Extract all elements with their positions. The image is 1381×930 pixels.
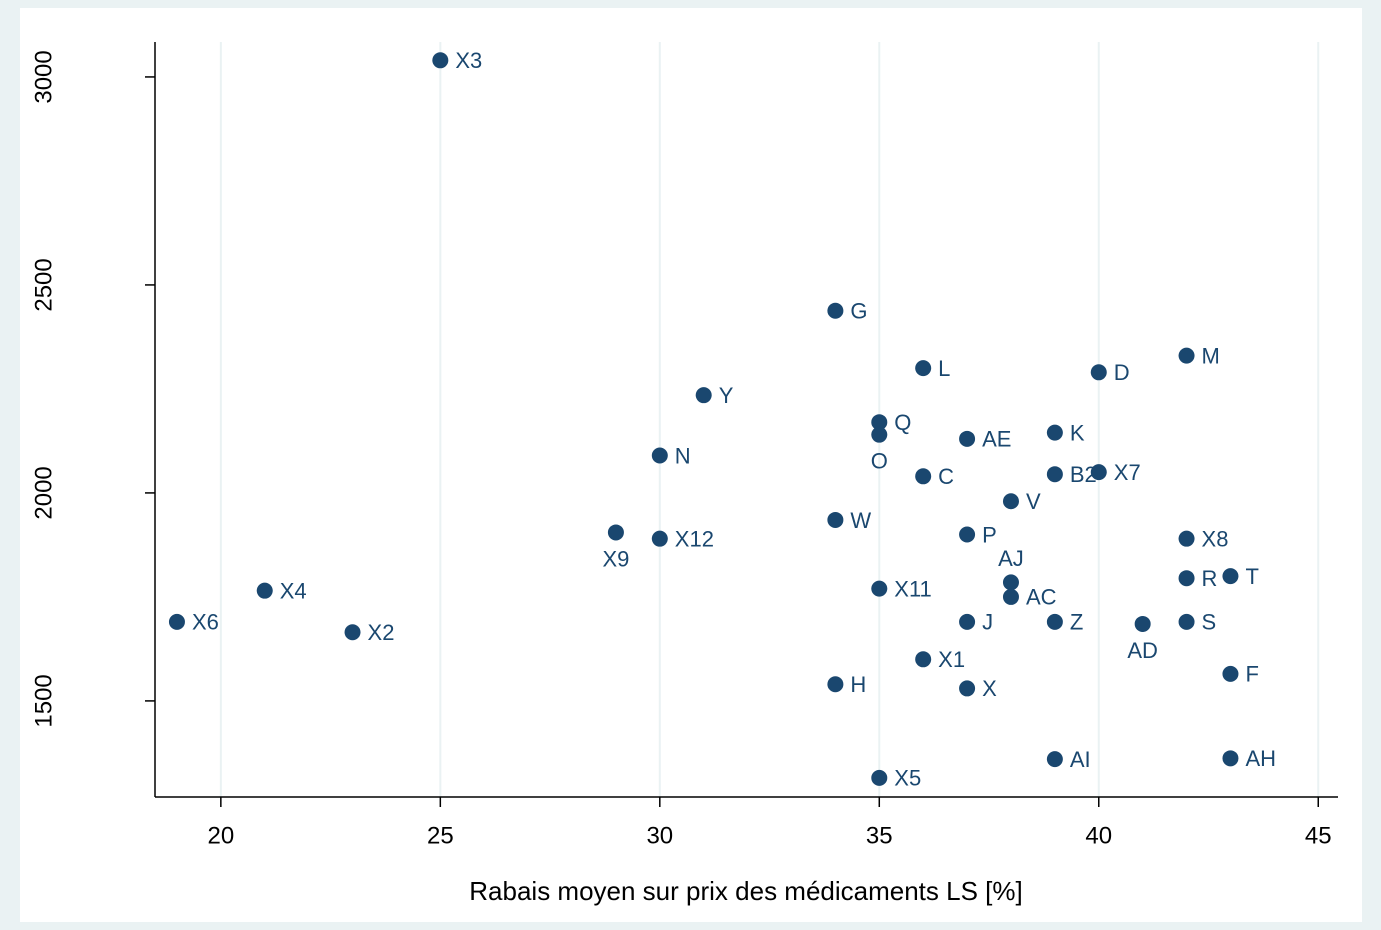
point-label: X8 [1202, 526, 1229, 551]
point [1046, 424, 1063, 441]
point [959, 430, 976, 447]
point-label: AJ [998, 546, 1024, 571]
point [959, 680, 976, 697]
point [871, 580, 888, 597]
point-label: F [1245, 662, 1258, 687]
point [1046, 751, 1063, 768]
point-label: X5 [894, 766, 921, 791]
point-label: AD [1127, 638, 1158, 663]
point-label: R [1202, 566, 1218, 591]
point-label: W [850, 508, 871, 533]
point [607, 524, 624, 541]
point-label: Y [719, 383, 734, 408]
point-label: X [982, 676, 997, 701]
point [827, 676, 844, 693]
point [1178, 530, 1195, 547]
x-tick-label: 30 [646, 822, 673, 849]
point [344, 624, 361, 641]
point [1002, 493, 1019, 510]
point [959, 526, 976, 543]
point [1046, 466, 1063, 483]
point-label: X12 [675, 526, 714, 551]
point-label: T [1245, 564, 1258, 589]
point [827, 302, 844, 319]
point-label: AE [982, 427, 1011, 452]
point-label: J [982, 610, 993, 635]
y-tick-label: 1500 [30, 674, 57, 727]
point-label: N [675, 443, 691, 468]
point [1090, 364, 1107, 381]
point-label: S [1202, 610, 1217, 635]
point-label: X3 [455, 48, 482, 73]
point-label: O [871, 448, 888, 473]
point-label: X7 [1114, 460, 1141, 485]
point-label: X2 [368, 620, 395, 645]
point-label: V [1026, 489, 1041, 514]
point [1178, 570, 1195, 587]
point [1090, 464, 1107, 481]
point-label: Q [894, 410, 911, 435]
point [256, 582, 273, 599]
point [827, 511, 844, 528]
point-label: X4 [280, 578, 307, 603]
y-tick-label: 3000 [30, 50, 57, 103]
point-label: AI [1070, 747, 1091, 772]
graph-region [20, 8, 1362, 922]
x-tick-label: 35 [866, 822, 893, 849]
point [959, 613, 976, 630]
point-label: Z [1070, 610, 1083, 635]
point [651, 530, 668, 547]
point-label: D [1114, 360, 1130, 385]
point-label: AH [1245, 746, 1276, 771]
point-label: X11 [894, 576, 932, 601]
point [1002, 588, 1019, 605]
point [1046, 613, 1063, 630]
point [1222, 665, 1239, 682]
point [168, 613, 185, 630]
x-tick-label: 40 [1085, 822, 1112, 849]
point [871, 414, 888, 431]
point [1222, 568, 1239, 585]
x-tick-label: 45 [1305, 822, 1332, 849]
point-label: X1 [938, 647, 965, 672]
point [915, 468, 932, 485]
point [1178, 613, 1195, 630]
point-label: L [938, 356, 950, 381]
point-label: H [850, 672, 866, 697]
point [871, 769, 888, 786]
point-label: M [1202, 343, 1220, 368]
point [1134, 615, 1151, 632]
point [871, 426, 888, 443]
point-label: P [982, 522, 997, 547]
y-tick-label: 2000 [30, 466, 57, 519]
point-label: X6 [192, 610, 219, 635]
point [1002, 574, 1019, 591]
point-label: AC [1026, 585, 1057, 610]
point-label: K [1070, 420, 1085, 445]
point-label: C [938, 464, 954, 489]
point-label: X9 [602, 546, 629, 571]
x-tick-label: 20 [207, 822, 234, 849]
point [651, 447, 668, 464]
point [915, 651, 932, 668]
y-tick-label: 2500 [30, 258, 57, 311]
point [915, 360, 932, 377]
point [1222, 750, 1239, 767]
point [432, 52, 449, 69]
x-tick-label: 25 [427, 822, 454, 849]
x-axis-title: Rabais moyen sur prix des médicaments LS… [469, 876, 1022, 906]
point [695, 387, 712, 404]
point [1178, 347, 1195, 364]
point-label: G [850, 299, 867, 324]
